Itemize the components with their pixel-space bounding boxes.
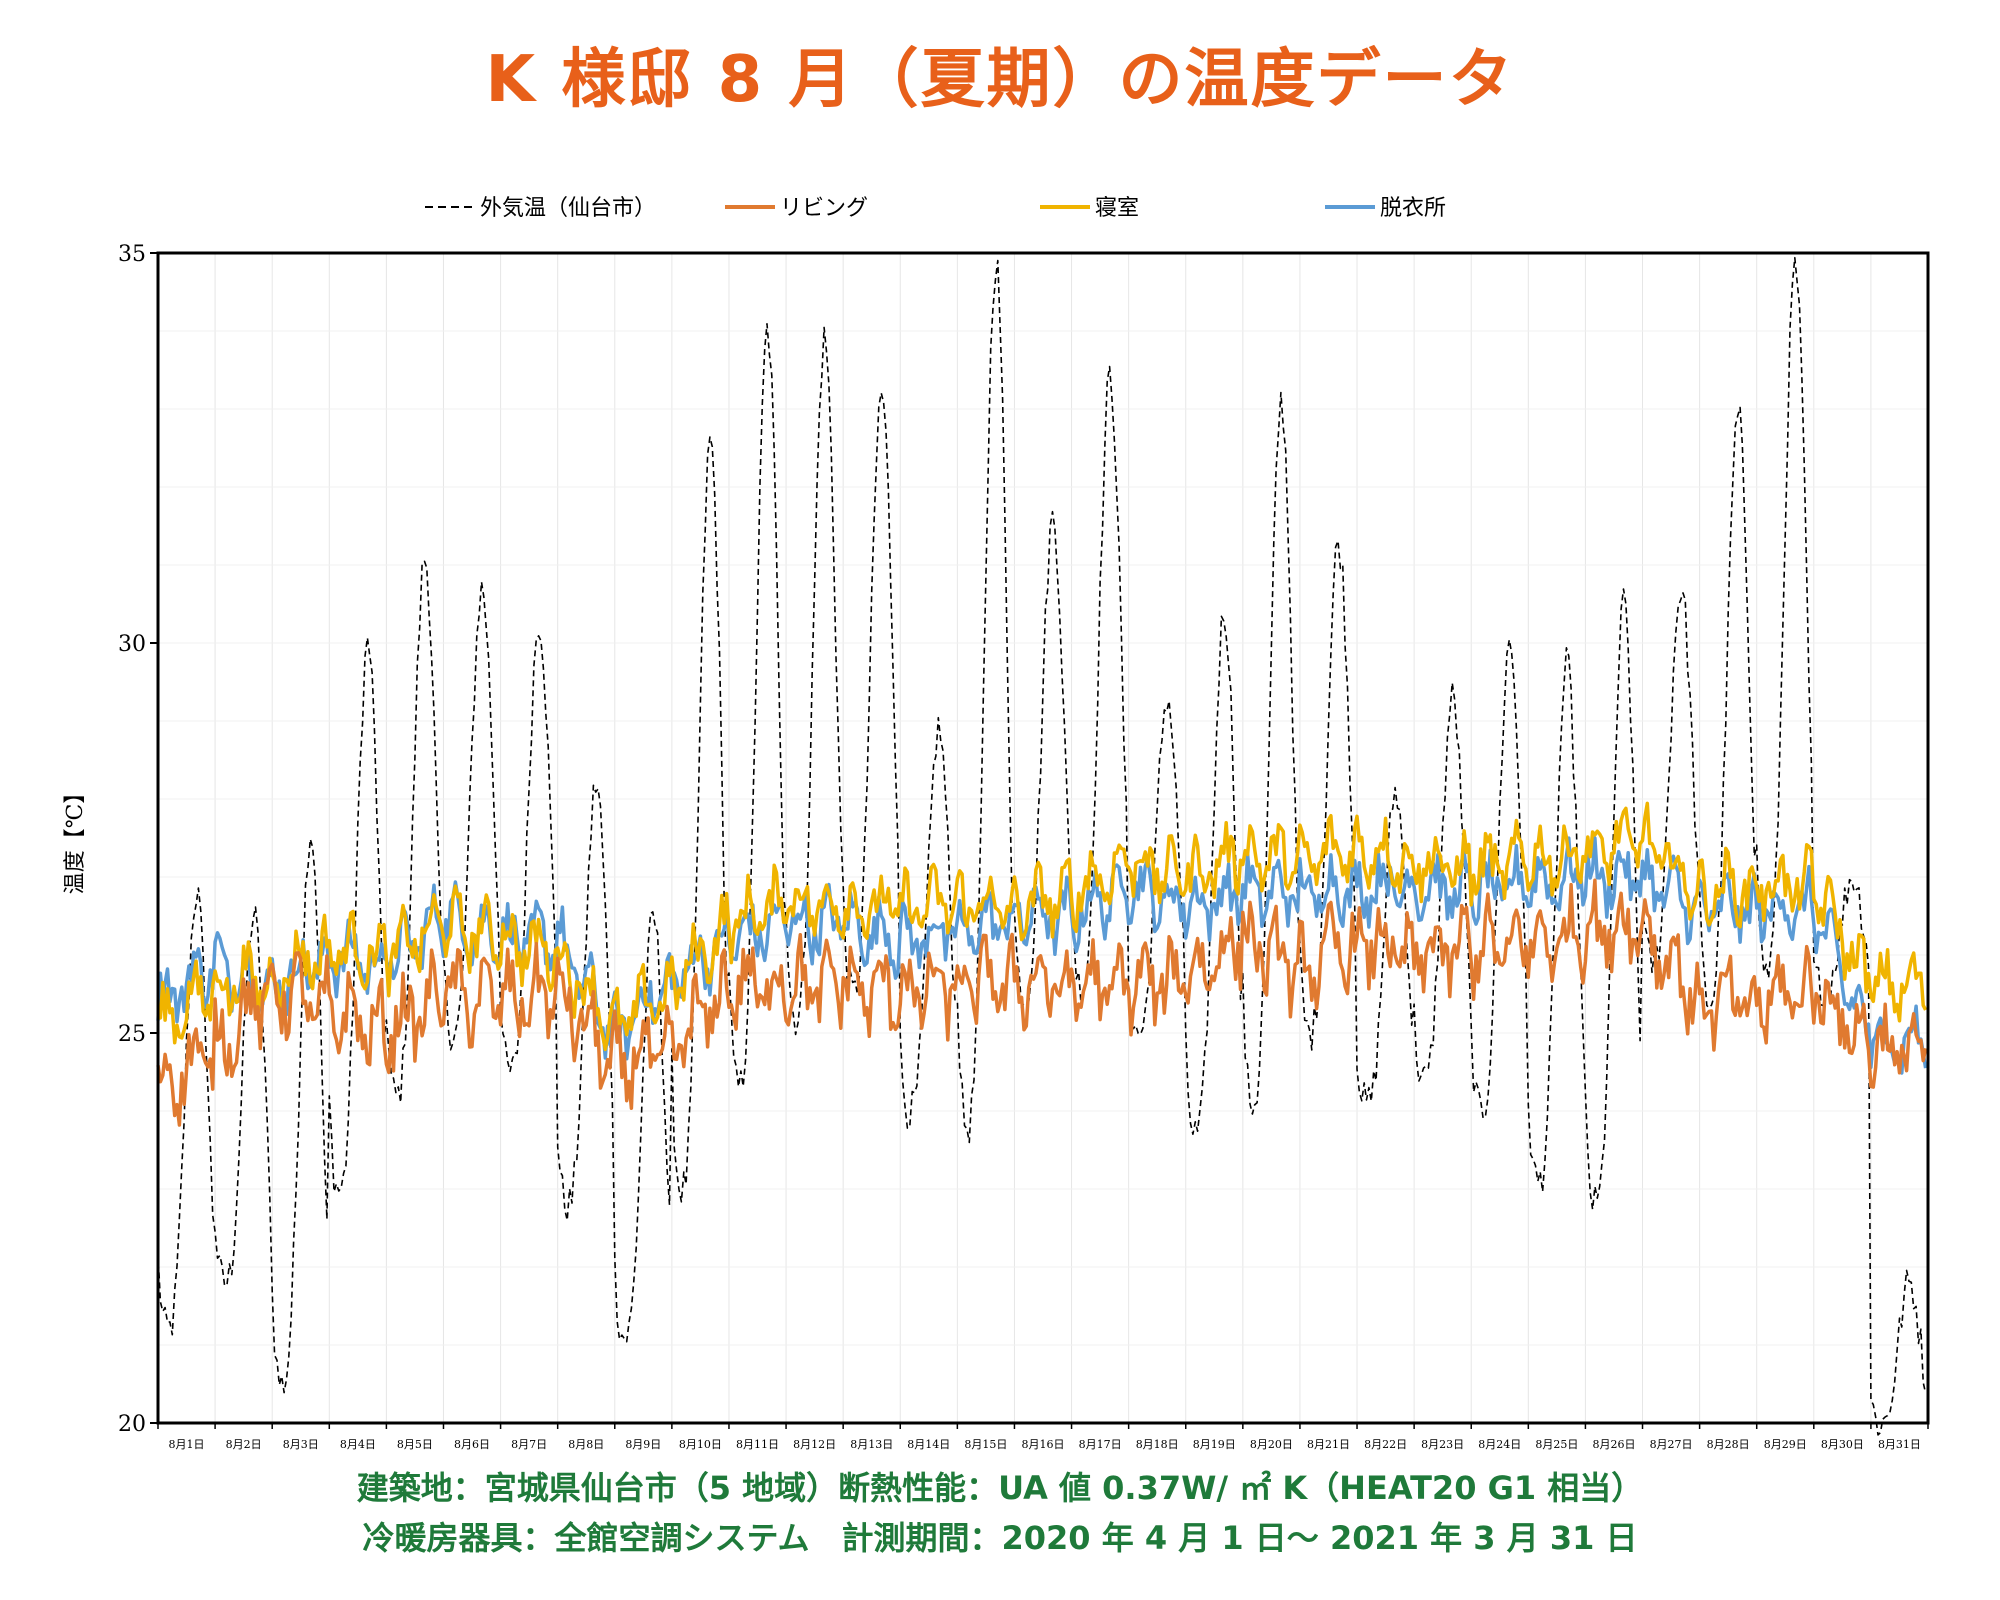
footer-equipment-info: 冷暖房器具：全館空調システム 計測期間：2020 年 4 月 1 日〜 2021… <box>362 1519 1638 1557</box>
y-tick-label: 30 <box>118 632 146 657</box>
x-tick-label: 8月15日 <box>964 1438 1007 1451</box>
x-tick-label: 8月25日 <box>1535 1438 1578 1451</box>
y-axis-label: 温度【℃】 <box>63 782 88 895</box>
x-tick-label: 8月11日 <box>736 1438 779 1451</box>
x-tick-label: 8月10日 <box>679 1438 722 1451</box>
x-tick-label: 8月16日 <box>1022 1438 1065 1451</box>
x-tick-label: 8月22日 <box>1364 1438 1407 1451</box>
legend-label-outdoor-temperature: 外気温（仙台市） <box>480 196 656 221</box>
x-tick-label: 8月5日 <box>397 1438 433 1451</box>
x-tick-label: 8月4日 <box>340 1438 376 1451</box>
x-tick-label: 8月29日 <box>1764 1438 1807 1451</box>
x-tick-label: 8月26日 <box>1592 1438 1635 1451</box>
axes: 20 25 30 35 8月1日 8月2日 8月3日 8月4日 8月5日 8月6日 8月7日 8月8日… <box>118 242 1929 1451</box>
y-tick-label: 25 <box>118 1022 146 1047</box>
legend-label-living-room: リビング <box>780 196 868 221</box>
x-tick-label: 8月30日 <box>1821 1438 1864 1451</box>
x-tick-label: 8月24日 <box>1478 1438 1521 1451</box>
x-tick-label: 8月14日 <box>907 1438 950 1451</box>
series-group <box>156 256 1928 1436</box>
outdoor-temperature-line <box>157 256 1927 1436</box>
x-tick-label: 8月23日 <box>1421 1438 1464 1451</box>
chart-title: K 様邸 8 月（夏期）の温度データ <box>485 43 1515 117</box>
legend-label-dressing-room: 脱衣所 <box>1380 196 1446 221</box>
x-tick-label: 8月13日 <box>850 1438 893 1451</box>
x-tick-label: 8月1日 <box>169 1438 205 1451</box>
x-tick-label: 8月28日 <box>1707 1438 1750 1451</box>
x-tick-label: 8月2日 <box>226 1438 262 1451</box>
x-tick-label: 8月18日 <box>1136 1438 1179 1451</box>
x-tick-label: 8月6日 <box>454 1438 490 1451</box>
x-tick-label: 8月9日 <box>625 1438 661 1451</box>
plot-frame <box>156 251 1930 1425</box>
x-tick-label: 8月21日 <box>1307 1438 1350 1451</box>
x-tick-label: 8月19日 <box>1193 1438 1236 1451</box>
x-tick-label: 8月20日 <box>1250 1438 1293 1451</box>
y-tick-label: 35 <box>118 242 146 267</box>
y-tick-label: 20 <box>118 1412 146 1437</box>
x-tick-label: 8月7日 <box>511 1438 547 1451</box>
x-tick-label: 8月8日 <box>568 1438 604 1451</box>
temperature-chart: 20 25 30 35 8月1日 8月2日 8月3日 8月4日 8月5日 8月6日 8月7日 8月8日… <box>63 196 1930 1451</box>
legend: 外気温（仙台市） リビング 寝室 脱衣所 <box>425 196 1446 221</box>
legend-label-bedroom: 寝室 <box>1095 196 1139 221</box>
x-tick-label: 8月12日 <box>793 1438 836 1451</box>
bedroom-line <box>156 801 1928 1052</box>
x-tick-label: 8月3日 <box>283 1438 319 1451</box>
footer-building-info: 建築地：宮城県仙台市（5 地域）断熱性能：UA 値 0.37W/ ㎡ K（HEA… <box>356 1469 1644 1507</box>
grid <box>158 253 1928 1423</box>
living-room-line <box>156 878 1928 1127</box>
x-tick-label: 8月27日 <box>1650 1438 1693 1451</box>
x-tick-label: 8月31日 <box>1878 1438 1921 1451</box>
x-tick-label: 8月17日 <box>1079 1438 1122 1451</box>
